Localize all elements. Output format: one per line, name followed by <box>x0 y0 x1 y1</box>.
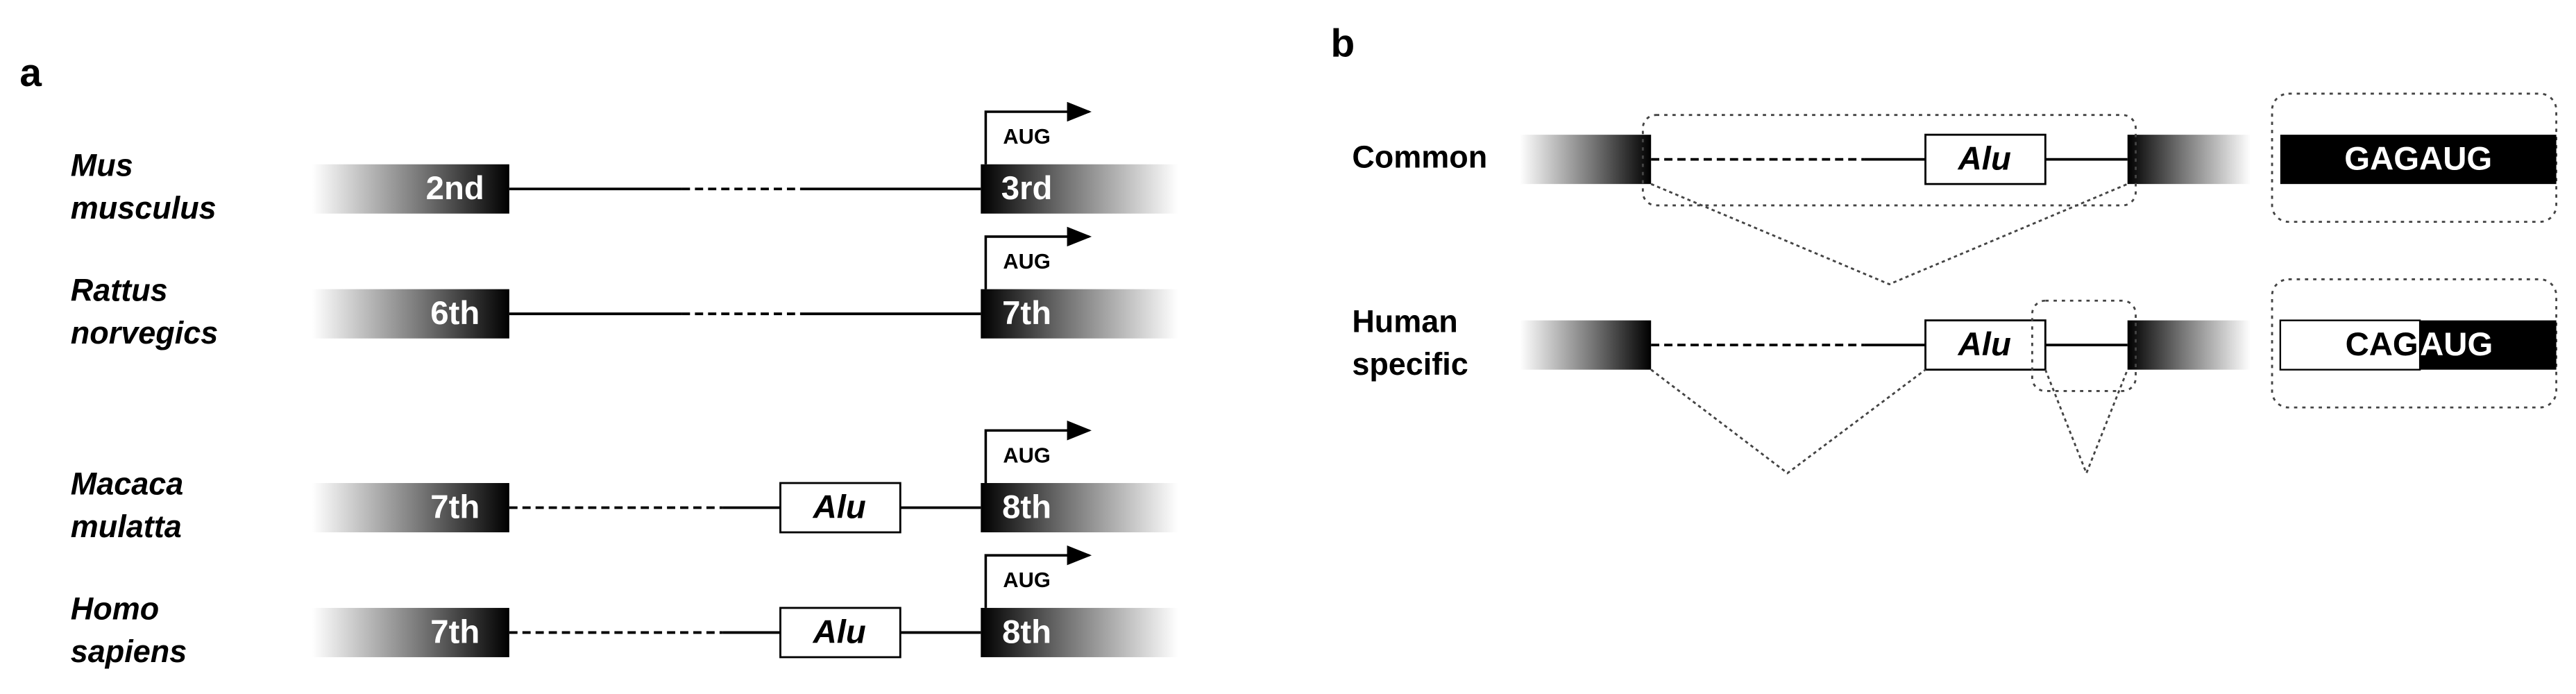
start-arrow <box>984 101 1092 164</box>
start-arrow <box>984 421 1092 484</box>
sequence-bg <box>2420 320 2557 370</box>
sequence-bg <box>2280 135 2557 185</box>
exon <box>981 483 1178 533</box>
sequence-bg <box>2279 319 2421 371</box>
exon-label: 6th <box>430 295 480 332</box>
exon-label: 8th <box>1002 613 1051 650</box>
species-name: Mus <box>71 147 133 183</box>
species-name: sapiens <box>71 634 187 669</box>
alu-label: Alu <box>1958 326 2011 363</box>
isoform-name: Human <box>1352 303 1457 339</box>
alu-label: Alu <box>813 489 866 525</box>
exon <box>312 164 509 214</box>
sequence: CAG <box>2346 326 2418 363</box>
exon <box>1519 135 1652 185</box>
start-codon: AUG <box>1003 124 1050 149</box>
alu-label: Alu <box>1958 141 2011 178</box>
exon <box>1519 320 1652 370</box>
start-arrow <box>984 545 1092 608</box>
exon <box>312 607 509 657</box>
sequence-frame <box>2271 278 2558 409</box>
sequence-frame <box>2271 92 2558 223</box>
exon-label: 3rd <box>1001 170 1053 207</box>
sequence: GAGAUG <box>2344 141 2492 178</box>
exon-label: 8th <box>1002 489 1051 525</box>
panel-label: a <box>19 51 42 95</box>
highlight-box <box>1641 114 2137 207</box>
species-name: Rattus <box>71 272 168 307</box>
sequence: AUG <box>2420 326 2493 363</box>
species-name: Macaca <box>71 466 184 502</box>
exon <box>312 483 509 533</box>
exon-label: 7th <box>1002 295 1051 332</box>
species-name: Homo <box>71 591 159 627</box>
exon-label: 7th <box>430 613 480 650</box>
alu-box <box>1924 133 2047 185</box>
exon <box>981 607 1178 657</box>
exon <box>2127 135 2251 185</box>
panel-label: b <box>1331 22 1355 65</box>
exon <box>981 164 1178 214</box>
splice-line <box>2044 369 2129 476</box>
exon <box>312 289 509 339</box>
alu-box <box>779 482 901 534</box>
exon <box>981 289 1178 339</box>
isoform-name: specific <box>1352 346 1468 382</box>
isoform-name: Common <box>1352 139 1487 175</box>
start-codon: AUG <box>1003 568 1050 592</box>
species-name: musculus <box>71 190 217 226</box>
exon <box>2127 320 2251 370</box>
start-arrow <box>984 226 1092 289</box>
alu-label: Alu <box>813 613 866 650</box>
exon-label: 2nd <box>426 170 484 207</box>
alu-box <box>1924 319 2047 371</box>
start-codon: AUG <box>1003 443 1050 467</box>
exon-label: 7th <box>430 489 480 525</box>
splice-line <box>1650 369 1926 475</box>
species-name: norvegics <box>71 315 218 350</box>
species-name: mulatta <box>71 509 182 544</box>
splice-line <box>1650 183 2128 286</box>
start-codon: AUG <box>1003 249 1050 273</box>
